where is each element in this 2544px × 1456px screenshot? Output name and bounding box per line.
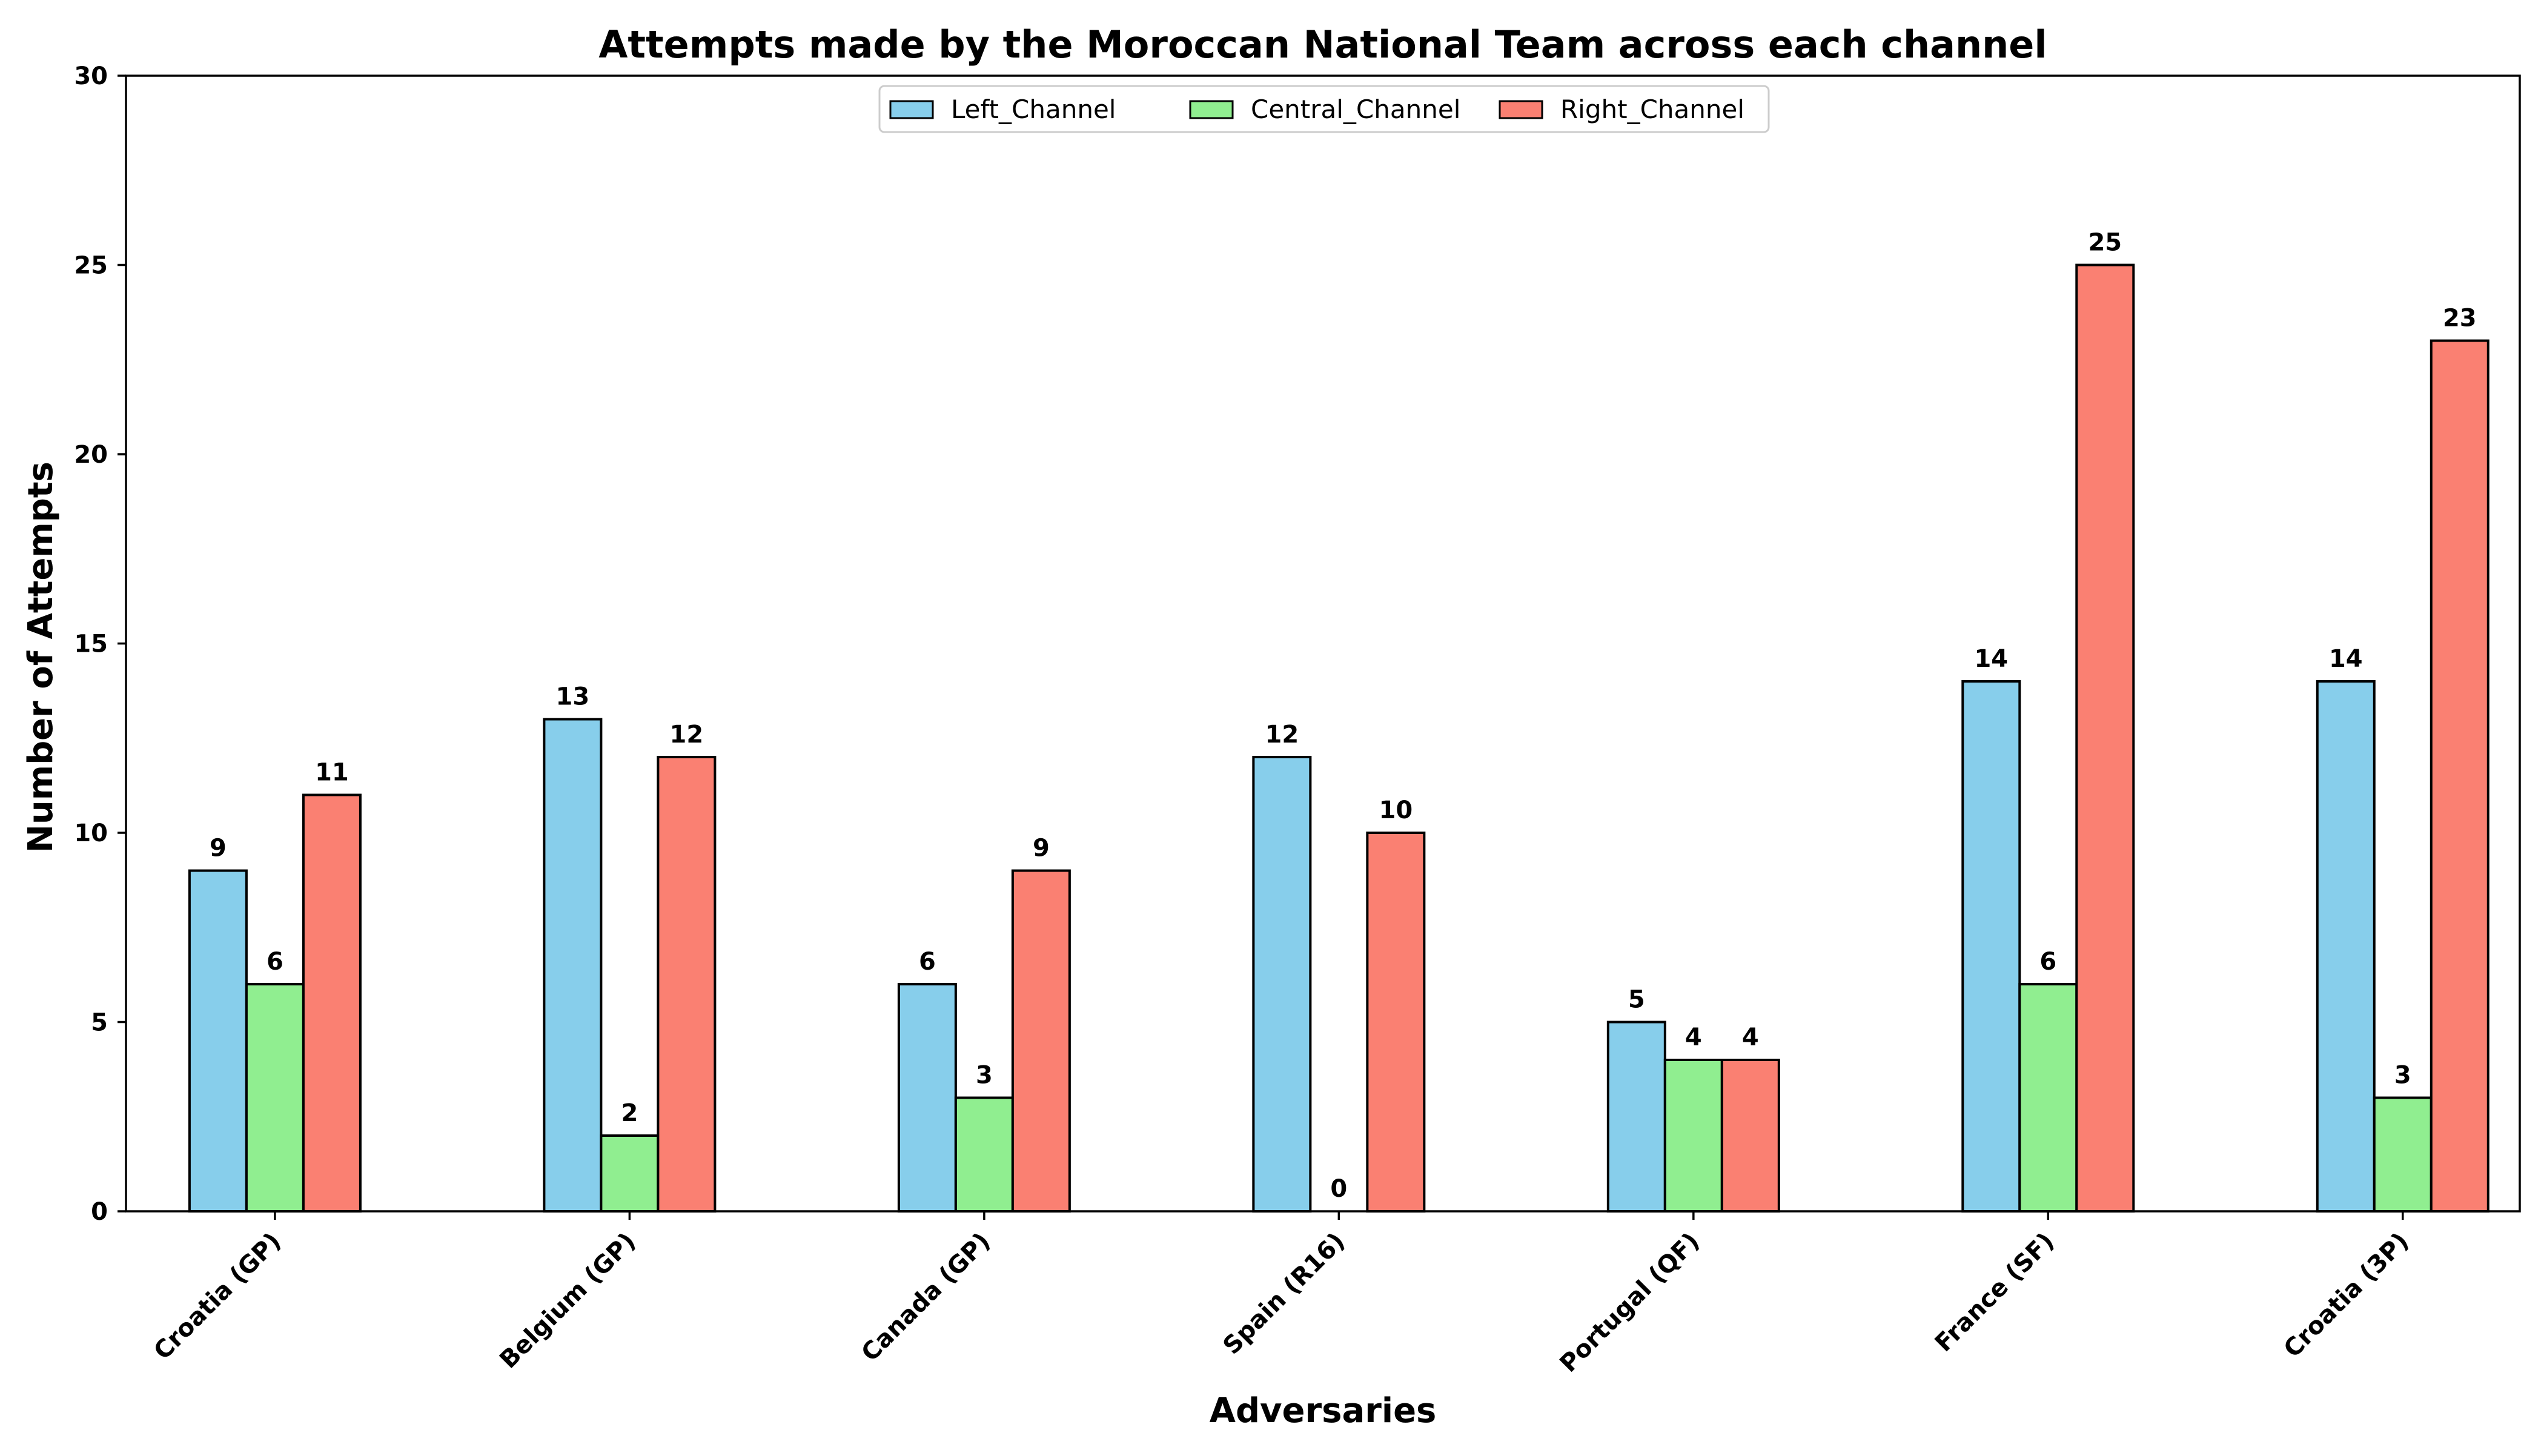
- bar-value-label: 4: [1742, 1024, 1759, 1051]
- y-tick-label: 30: [74, 62, 108, 90]
- bar-right-channel-0: [302, 793, 362, 1213]
- y-tick-label: 5: [91, 1009, 108, 1037]
- bar-central-channel-1: [600, 1134, 660, 1213]
- bar-central-channel-5: [2018, 983, 2078, 1213]
- bar-value-label: 6: [919, 948, 936, 976]
- bar-value-label: 12: [670, 721, 704, 749]
- bar-left-channel-0: [188, 869, 248, 1213]
- legend-label-left-channel: Left_Channel: [951, 94, 1116, 124]
- legend-box: [878, 85, 1770, 133]
- bar-right-channel-4: [1720, 1059, 1780, 1213]
- bar-right-channel-1: [657, 756, 717, 1213]
- y-tick-label: 0: [91, 1198, 108, 1226]
- bars-layer: [188, 263, 2489, 1213]
- legend-swatch-central-channel: [1189, 100, 1234, 119]
- bar-value-label: 9: [1033, 835, 1050, 862]
- y-tick-label: 25: [74, 252, 108, 280]
- bar-right-channel-5: [2075, 263, 2135, 1213]
- bar-central-channel-2: [954, 1096, 1014, 1213]
- bar-left-channel-1: [543, 718, 603, 1213]
- bar-value-label: 3: [976, 1062, 993, 1090]
- bar-value-label: 4: [1685, 1024, 1702, 1051]
- bar-value-label: 3: [2394, 1062, 2411, 1090]
- legend: Left_Channel Central_Channel Right_Channel: [878, 85, 1770, 133]
- bar-right-channel-2: [1011, 869, 1071, 1213]
- bar-right-channel-6: [2430, 339, 2489, 1213]
- bar-value-label: 6: [2039, 948, 2056, 976]
- bar-value-label: 6: [267, 948, 283, 976]
- bar-left-channel-4: [1606, 1021, 1666, 1213]
- bar-central-channel-6: [2373, 1096, 2433, 1213]
- bar-value-label: 23: [2443, 305, 2477, 333]
- bar-value-label: 25: [2088, 229, 2122, 257]
- chart-title: Attempts made by the Moroccan National T…: [598, 22, 2047, 67]
- bar-value-label: 14: [2329, 645, 2363, 673]
- y-tick-label: 15: [74, 630, 108, 658]
- bar-value-label: 2: [621, 1099, 638, 1127]
- x-axis-label: Adversaries: [1210, 1391, 1437, 1431]
- bar-left-channel-2: [897, 983, 957, 1213]
- legend-swatch-left-channel: [889, 100, 934, 119]
- bar-left-channel-3: [1252, 756, 1312, 1213]
- bar-value-label: 10: [1379, 796, 1413, 824]
- y-axis-label: Number of Attempts: [21, 462, 61, 853]
- bar-value-label: 5: [1628, 986, 1645, 1014]
- bar-left-channel-5: [1961, 680, 2021, 1213]
- bar-central-channel-4: [1663, 1059, 1723, 1213]
- y-tick-label: 20: [74, 441, 108, 469]
- bar-value-label: 0: [1330, 1175, 1347, 1203]
- bar-central-channel-0: [245, 983, 305, 1213]
- bar-value-label: 13: [556, 683, 590, 711]
- bar-value-label: 12: [1265, 721, 1299, 749]
- legend-swatch-right-channel: [1499, 100, 1543, 119]
- bar-right-channel-3: [1366, 832, 1426, 1213]
- bar-left-channel-6: [2316, 680, 2376, 1213]
- bar-value-label: 9: [210, 835, 227, 862]
- bar-value-label: 11: [315, 759, 349, 787]
- legend-label-central-channel: Central_Channel: [1251, 94, 1460, 124]
- y-tick-label: 10: [74, 819, 108, 847]
- legend-label-right-channel: Right_Channel: [1560, 94, 1744, 124]
- bar-value-label: 14: [1974, 645, 2008, 673]
